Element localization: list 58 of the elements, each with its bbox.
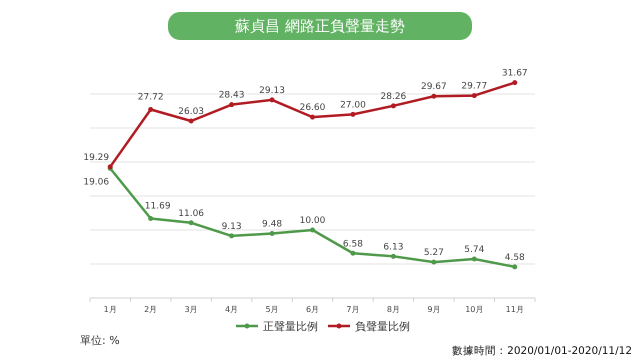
point xyxy=(310,114,315,120)
data-label: 9.13 xyxy=(222,222,242,232)
data-label: 26.03 xyxy=(178,106,204,117)
point xyxy=(148,107,154,112)
x-tick-label: 8月 xyxy=(386,305,400,314)
point xyxy=(350,250,356,256)
data-label: 29.67 xyxy=(420,82,447,92)
text: 數據時間：2020/01/01-2020/11/12 xyxy=(452,344,632,357)
data-label: 27.00 xyxy=(340,100,366,110)
point xyxy=(390,103,396,108)
data-label: 28.26 xyxy=(380,92,407,102)
point xyxy=(390,254,396,259)
point xyxy=(229,233,234,238)
data-label: 19.06 xyxy=(83,177,110,188)
point xyxy=(512,264,518,270)
point xyxy=(229,102,234,108)
point xyxy=(188,118,194,124)
x-tick-label: 10月 xyxy=(465,305,484,314)
data-label: 4.58 xyxy=(504,252,526,263)
data-label: 31.67 xyxy=(502,68,528,79)
title: 蘇貞昌 網路正負聲量走勢 xyxy=(235,17,405,35)
legend-label: 負聲量比例 xyxy=(355,320,410,333)
point xyxy=(431,260,436,265)
data-label: 29.13 xyxy=(259,86,285,96)
x-tick-label: 5月 xyxy=(266,305,279,314)
x-tick-label: 4月 xyxy=(225,305,238,314)
data-label: 10.00 xyxy=(300,216,326,226)
point xyxy=(512,80,518,86)
data-label: 11.06 xyxy=(178,208,204,219)
data-label: 5.74 xyxy=(464,244,485,255)
legend-label: 正聲量比例 xyxy=(263,320,318,333)
data-label: 19.29 xyxy=(83,152,110,163)
x-tick-label: 7月 xyxy=(346,305,360,314)
point xyxy=(350,112,356,117)
point xyxy=(270,231,275,236)
point xyxy=(431,94,436,99)
point xyxy=(472,93,477,98)
data-label: 6.13 xyxy=(383,242,404,252)
point xyxy=(472,256,477,262)
point xyxy=(310,228,315,232)
point xyxy=(270,97,275,102)
data-label: 28.43 xyxy=(218,90,244,101)
data-label: 26.60 xyxy=(300,103,326,114)
x-tick-label: 6月 xyxy=(306,305,320,314)
point xyxy=(188,220,194,226)
data-label: 5.27 xyxy=(424,248,444,258)
x-tick-label: 3月 xyxy=(184,305,198,314)
data-label: 11.69 xyxy=(144,202,171,212)
x-tick-label: 1月 xyxy=(104,305,117,314)
data-label: 29.77 xyxy=(461,82,488,92)
data-label: 27.72 xyxy=(138,92,164,103)
x-tick-label: 9月 xyxy=(427,305,440,314)
text: 單位: % xyxy=(80,334,120,347)
x-tick-label: 2月 xyxy=(144,305,158,314)
data-label: 9.48 xyxy=(262,220,282,230)
x-tick-label: 11月 xyxy=(506,305,524,314)
point xyxy=(148,216,154,222)
data-label: 6.58 xyxy=(342,239,364,250)
